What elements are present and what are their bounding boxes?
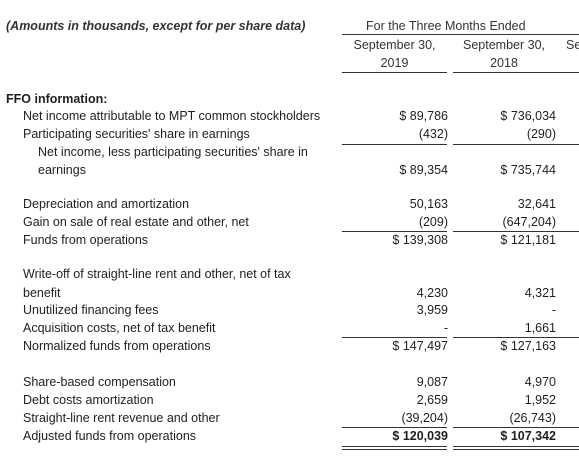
- row-value-2018: (26,743): [509, 411, 556, 425]
- row-value-2019: (39,204): [401, 411, 448, 425]
- row-label: Share-based compensation: [23, 375, 176, 389]
- header-rule-2018: [453, 72, 579, 73]
- row-value-2019: 3,959: [416, 303, 448, 317]
- row-value-2019: (432): [418, 127, 448, 141]
- column-header-truncated-line1: Se: [566, 38, 579, 52]
- row-label: Net income attributable to MPT common st…: [23, 109, 321, 123]
- subtotal-rule-2019: [342, 144, 447, 145]
- row-value-2018: $ 735,744: [500, 163, 556, 177]
- total-double-rule-2018-b: [453, 449, 579, 450]
- row-value-2019: 9,087: [416, 375, 448, 389]
- row-value-2019: (209): [418, 215, 448, 229]
- row-value-2019: 4,230: [416, 286, 448, 300]
- row-value-2018: $ 736,034: [500, 109, 556, 123]
- row-value-2019: $ 139,308: [392, 233, 448, 247]
- row-value-2018: $ 107,342: [500, 429, 556, 443]
- row-value-2019: 50,163: [409, 197, 448, 211]
- subtotal-rule-2019: [342, 231, 447, 232]
- row-value-2018: $ 127,163: [500, 339, 556, 353]
- column-header-2019-year: 2019: [380, 56, 409, 70]
- column-header-truncated: Se: [566, 36, 579, 54]
- row-label: Normalized funds from operations: [23, 339, 211, 353]
- row-value-2019: 2,659: [416, 393, 448, 407]
- subtotal-rule-2018: [453, 144, 579, 145]
- total-double-rule-2019-b: [342, 449, 447, 450]
- row-label: Acquisition costs, net of tax benefit: [23, 321, 216, 335]
- row-value-2019: $ 147,497: [392, 339, 448, 353]
- row-label: Gain on sale of real estate and other, n…: [23, 215, 249, 229]
- row-label: Straight-line rent revenue and other: [23, 411, 220, 425]
- column-header-2018-year: 2018: [490, 56, 518, 70]
- subtotal-rule-2019: [342, 427, 447, 428]
- row-label-line2: benefit: [23, 286, 61, 300]
- column-header-2018: September 30, 2018: [453, 36, 555, 72]
- row-label-line1: Net income, less participating securitie…: [38, 145, 308, 159]
- row-value-2018: 4,970: [524, 375, 556, 389]
- row-value-2019: $ 89,786: [399, 109, 448, 123]
- row-label: Participating securities' share in earni…: [23, 127, 250, 141]
- row-value-2018: -: [551, 303, 556, 317]
- row-value-2019: $ 89,354: [399, 163, 448, 177]
- subtotal-rule-2019: [342, 337, 447, 338]
- row-value-2019: -: [443, 321, 448, 335]
- amounts-note: (Amounts in thousands, except for per sh…: [6, 19, 306, 33]
- total-double-rule-2019-a: [342, 446, 447, 447]
- row-label: Depreciation and amortization: [23, 197, 190, 211]
- row-value-2018: 1,661: [524, 321, 556, 335]
- row-label: Adjusted funds from operations: [23, 429, 197, 443]
- row-value-2018: $ 121,181: [500, 233, 556, 247]
- row-value-2019: $ 120,039: [392, 429, 448, 443]
- row-label: Funds from operations: [23, 233, 149, 247]
- section-title: FFO information:: [6, 92, 108, 106]
- subtotal-rule-2018: [453, 337, 579, 338]
- column-header-2019: September 30, 2019: [342, 36, 447, 72]
- row-value-2018: 1,952: [524, 393, 556, 407]
- total-double-rule-2018-a: [453, 446, 579, 447]
- column-header-2019-line1: September 30,: [353, 38, 436, 52]
- row-label: Unutilized financing fees: [23, 303, 159, 317]
- header-rule-2019: [342, 72, 447, 73]
- row-value-2018: (647,204): [502, 215, 556, 229]
- period-heading: For the Three Months Ended: [366, 19, 526, 33]
- subtotal-rule-2018: [453, 231, 579, 232]
- row-label-line2: earnings: [38, 163, 86, 177]
- column-header-2018-line1: September 30,: [463, 38, 545, 52]
- row-value-2018: (290): [526, 127, 556, 141]
- row-label: Debt costs amortization: [23, 393, 154, 407]
- row-value-2018: 4,321: [524, 286, 556, 300]
- row-label-line1: Write-off of straight-line rent and othe…: [23, 267, 291, 281]
- subtotal-rule-2018: [453, 427, 579, 428]
- period-underline: [342, 34, 579, 35]
- row-value-2018: 32,641: [517, 197, 556, 211]
